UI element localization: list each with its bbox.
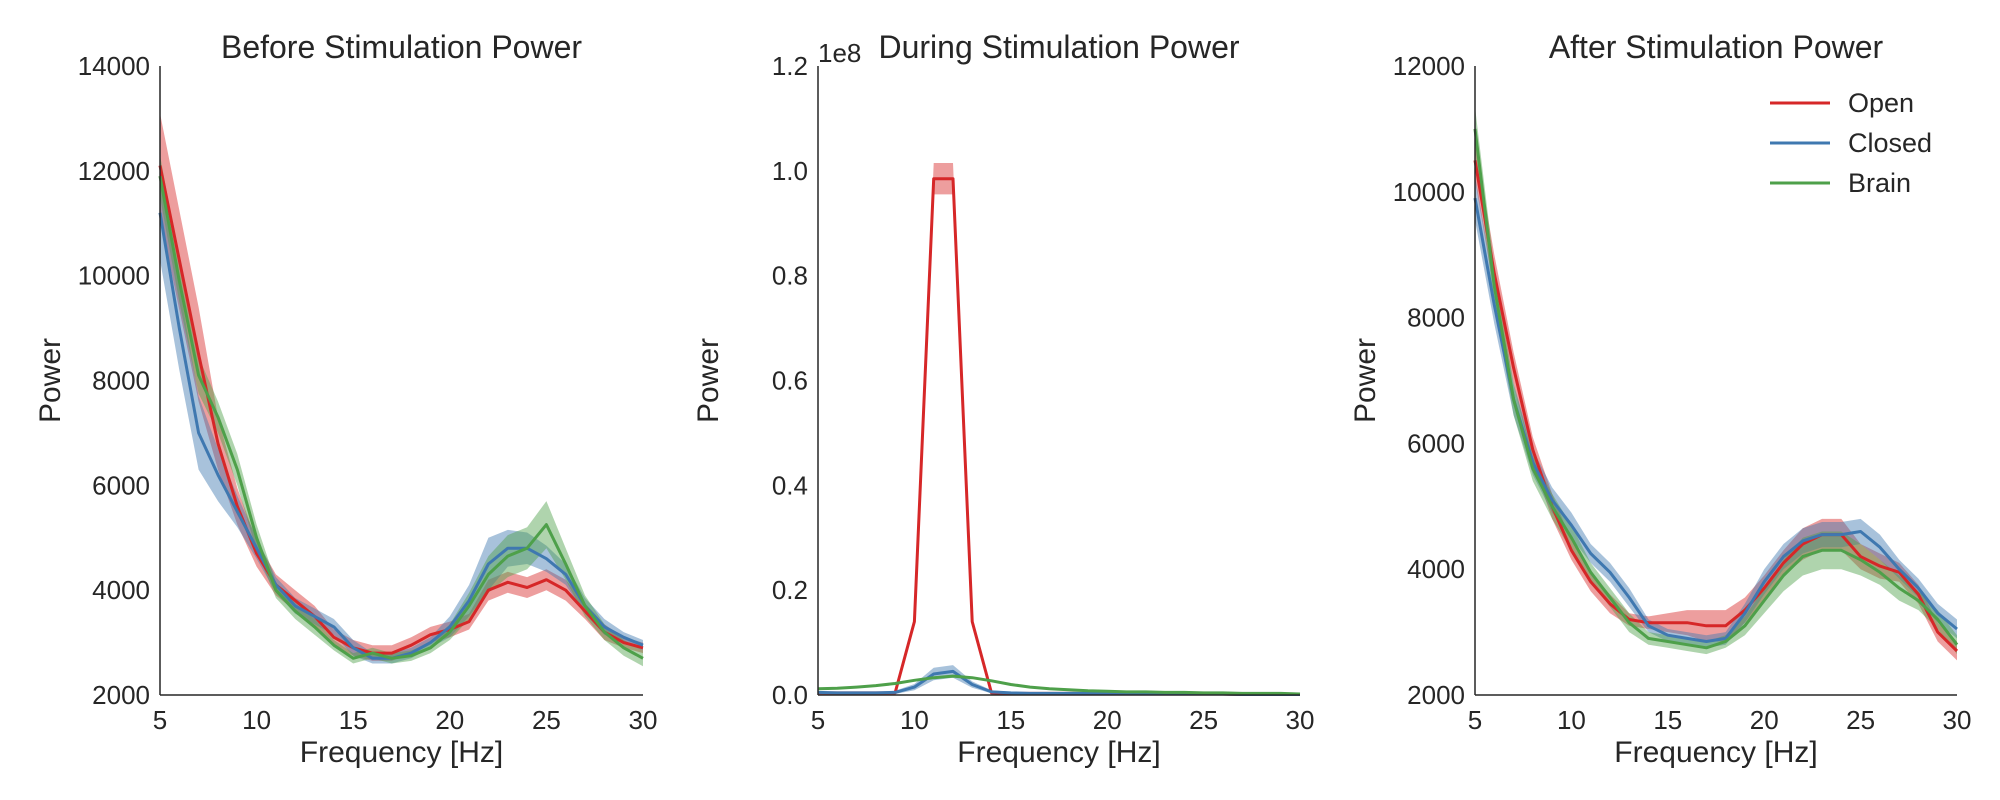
y-tick-label: 6000 xyxy=(92,470,150,500)
x-axis-label: Frequency [Hz] xyxy=(1614,736,1817,769)
legend-label: Closed xyxy=(1848,128,1932,158)
y-tick-label: 4000 xyxy=(92,575,150,605)
y-tick-label: 10000 xyxy=(78,261,150,291)
legend-label: Brain xyxy=(1848,168,1911,198)
chart-title: During Stimulation Power xyxy=(878,29,1239,65)
chart-panel-3: 5 10 15 20 25 30 2000 4000 6000 8000 10000 12000 Aft… xyxy=(1349,29,1971,769)
x-tick-label: 15 xyxy=(996,705,1025,735)
x-tick-label: 25 xyxy=(1189,705,1218,735)
series-line-closed xyxy=(1473,197,1958,643)
chart-title: Before Stimulation Power xyxy=(221,29,582,65)
y-tick-label: 4000 xyxy=(1407,554,1465,584)
x-tick-label: 5 xyxy=(153,705,167,735)
y-tick-label: 6000 xyxy=(1407,428,1465,458)
y-tick-label: 14000 xyxy=(78,51,150,81)
x-tick-label: 20 xyxy=(1750,705,1779,735)
chart-panel-2: 5 10 15 20 25 30 0.0 0.2 0.4 0.6 0.8 1.0 1.2 During S… xyxy=(692,29,1314,769)
x-tick-label: 15 xyxy=(1653,705,1682,735)
y-tick-label: 10000 xyxy=(1393,177,1465,207)
band-closed xyxy=(1475,176,1957,648)
series-line-open xyxy=(818,177,1300,696)
x-tick-label: 25 xyxy=(1846,705,1875,735)
y-tick-label: 1.0 xyxy=(772,156,808,186)
x-tick-label: 30 xyxy=(629,705,658,735)
series-line-brain xyxy=(158,175,644,660)
chart-panel-1: 5 10 15 20 25 30 2000 4000 6000 8000 10000 12000 140… xyxy=(34,29,657,769)
x-tick-label: 20 xyxy=(435,705,464,735)
x-axis-label: Frequency [Hz] xyxy=(957,736,1160,769)
x-tick-label: 10 xyxy=(1557,705,1586,735)
x-tick-label: 30 xyxy=(1943,705,1972,735)
y-tick-label: 2000 xyxy=(92,680,150,710)
y-tick-label: 0.0 xyxy=(772,680,808,710)
y-tick-label: 0.8 xyxy=(772,261,808,291)
x-axis-label: Frequency [Hz] xyxy=(300,736,503,769)
y-tick-label: 0.2 xyxy=(772,575,808,605)
band-brain xyxy=(1475,106,1957,655)
y-tick-label: 8000 xyxy=(92,366,150,396)
y-axis-label: Power xyxy=(1349,338,1382,423)
y-axis-label: Power xyxy=(692,338,725,423)
chart-title: After Stimulation Power xyxy=(1549,29,1884,65)
legend: Open Closed Brain xyxy=(1770,88,1932,198)
y-axis-label: Power xyxy=(34,338,67,423)
legend-label: Open xyxy=(1848,88,1914,118)
x-tick-label: 30 xyxy=(1286,705,1315,735)
series-line-brain xyxy=(817,674,1301,696)
y-tick-label: 0.6 xyxy=(772,366,808,396)
y-tick-label: 12000 xyxy=(78,156,150,186)
y-tick-label: 2000 xyxy=(1407,680,1465,710)
x-tick-label: 25 xyxy=(532,705,561,735)
x-tick-label: 5 xyxy=(811,705,825,735)
axis-offset-text: 1e8 xyxy=(818,38,861,68)
series-line-brain xyxy=(1473,128,1959,650)
x-tick-label: 10 xyxy=(900,705,929,735)
band-open xyxy=(1475,141,1957,661)
band-brain xyxy=(160,155,643,667)
y-tick-label: 0.4 xyxy=(772,470,808,500)
band-open xyxy=(818,163,1300,695)
y-tick-label: 1.2 xyxy=(772,51,808,81)
y-tick-label: 8000 xyxy=(1407,303,1465,333)
series-line-open xyxy=(158,165,644,655)
x-tick-label: 10 xyxy=(242,705,271,735)
x-tick-label: 15 xyxy=(339,705,368,735)
x-tick-label: 20 xyxy=(1093,705,1122,735)
band-closed xyxy=(160,165,643,664)
y-tick-label: 12000 xyxy=(1393,51,1465,81)
x-tick-label: 5 xyxy=(1468,705,1482,735)
